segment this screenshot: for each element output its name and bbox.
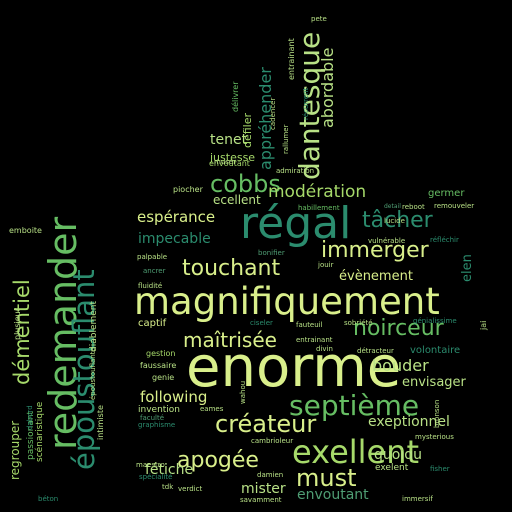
word: cadencer — [269, 97, 277, 130]
word: ancrer — [143, 267, 166, 275]
word: genie — [152, 373, 175, 382]
word: époustouflante — [89, 347, 97, 400]
word: remouveler — [434, 202, 475, 210]
word: savamment — [240, 496, 282, 504]
word: verdict — [178, 485, 203, 493]
word: detail — [384, 203, 401, 210]
word: créateur — [215, 410, 317, 438]
word: vulnérable — [368, 237, 406, 245]
word: jai — [479, 320, 488, 330]
word: palpable — [137, 253, 168, 261]
word: exelent — [375, 463, 409, 473]
word: maestro — [136, 461, 165, 469]
word: régal — [240, 198, 352, 249]
word: bonifier — [258, 249, 285, 257]
word: réfléchir — [430, 236, 459, 244]
word: jouir — [318, 261, 334, 269]
word: rallumer — [282, 124, 290, 155]
word: mister — [241, 481, 286, 497]
word: magnifiquement — [134, 280, 440, 323]
word: faussaire — [140, 361, 177, 370]
word: reboot — [402, 203, 425, 211]
word: fisher — [430, 465, 450, 473]
word: cobbs — [210, 170, 281, 198]
word: fétiche — [145, 462, 194, 478]
word: plusieur — [13, 307, 22, 340]
word: habillement — [298, 204, 340, 212]
word: récurrent — [302, 87, 310, 120]
word: évènement — [339, 269, 413, 284]
word: divin — [316, 345, 333, 353]
word: exellent — [292, 433, 420, 471]
word: ecellent — [213, 193, 261, 207]
word: immersif — [402, 495, 433, 503]
word: immerger — [321, 238, 429, 263]
word: scénaristique — [35, 401, 45, 462]
word: elen — [460, 254, 475, 282]
word: envoûtant — [209, 159, 250, 168]
word: regrouper — [8, 420, 22, 480]
word: envoutant — [297, 487, 369, 503]
word: gestion — [146, 349, 176, 358]
word: délivrer — [231, 81, 240, 112]
word: admiration — [276, 167, 315, 175]
word: modération — [268, 182, 367, 202]
word: entrainant — [296, 336, 333, 344]
word: emboite — [9, 226, 42, 235]
word: justesse — [210, 151, 256, 164]
word: envisager — [402, 375, 466, 390]
word: following — [140, 388, 208, 406]
word: fauteuil — [296, 321, 323, 329]
word: mysterious — [415, 433, 454, 441]
word: volontaire — [410, 345, 461, 356]
word: muser — [214, 158, 237, 166]
word: dabord — [26, 405, 34, 430]
word: diablement — [89, 300, 99, 352]
word: tdk — [162, 483, 174, 491]
word: espérance — [137, 208, 216, 226]
word: captif — [138, 318, 167, 329]
word: bronson — [433, 399, 441, 428]
word: eames — [200, 405, 224, 413]
word: septième — [289, 389, 420, 422]
word: piocher — [173, 185, 203, 194]
word: tâcher — [362, 208, 433, 233]
word: wahou — [239, 380, 247, 404]
word: fluidité — [138, 282, 163, 290]
word: must — [296, 464, 357, 492]
word: invention — [138, 405, 181, 415]
word: noirceur — [353, 316, 444, 341]
word: bouder — [372, 356, 429, 375]
word: cambrioleur — [251, 437, 294, 445]
word: germer — [428, 188, 465, 199]
word: impecable — [138, 231, 211, 247]
word: touchant — [182, 256, 281, 281]
word: sobriété — [344, 319, 373, 327]
word: détracteur — [357, 347, 394, 355]
word: faculté — [140, 414, 165, 422]
word: maîtrisée — [183, 328, 277, 352]
word: béton — [38, 495, 59, 503]
word: damien — [257, 471, 284, 479]
word: lucide — [384, 217, 405, 225]
word: pete — [311, 15, 327, 23]
word: graphisme — [138, 421, 176, 429]
word: défiler — [241, 112, 254, 148]
word: exeptionnel — [368, 414, 450, 430]
word: intimiste — [96, 405, 105, 440]
word: ciseler — [250, 319, 273, 327]
word: entrainant — [287, 38, 296, 80]
word: enorme — [186, 335, 402, 400]
word: tenet — [210, 132, 248, 148]
word: génialissime — [413, 317, 457, 325]
word: spécialité — [139, 473, 173, 481]
word: quoiqu — [374, 447, 422, 463]
word: abordable — [318, 47, 337, 128]
word: apogée — [177, 448, 259, 473]
